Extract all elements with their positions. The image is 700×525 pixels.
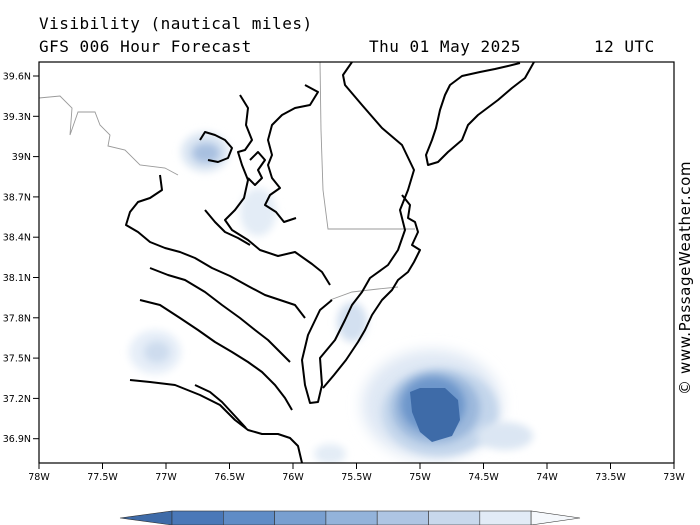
forecast-date: Thu 01 May 2025 xyxy=(369,37,521,56)
low-visibility-zone xyxy=(144,341,170,363)
lat-tick-label: 39.3N xyxy=(3,112,31,123)
colorbar-arrow-low xyxy=(119,510,173,525)
lat-tick-label: 37.5N xyxy=(3,354,31,365)
visibility-colorbar: 0.512346810 xyxy=(119,510,581,525)
colorbar-bin xyxy=(223,510,275,525)
lat-tick-label: 38.4N xyxy=(3,233,31,244)
bay-inlet-coast xyxy=(199,131,233,163)
chart-title: Visibility (nautical miles) xyxy=(39,14,313,33)
chesapeake-west-shore xyxy=(224,94,331,286)
colorbar-bin xyxy=(171,510,224,525)
low-visibility-core xyxy=(410,388,460,442)
low-visibility-zone xyxy=(192,143,220,163)
york-river-coast xyxy=(139,299,293,411)
lat-tick-label: 37.2N xyxy=(3,394,31,405)
colorbar-bin xyxy=(274,510,327,525)
forecast-time: 12 UTC xyxy=(594,37,655,56)
visibility-shading xyxy=(129,132,533,463)
lon-tick-label: 74.5W xyxy=(468,472,499,483)
low-visibility-zone xyxy=(314,444,346,463)
lat-tick-label: 39N xyxy=(12,152,31,163)
lon-tick-label: 77.5W xyxy=(87,472,118,483)
virginia-coast xyxy=(129,379,303,463)
lat-tick-label: 39.6N xyxy=(3,72,31,83)
coastlines xyxy=(125,62,535,463)
state-border xyxy=(329,286,399,301)
patuxent-river-coast xyxy=(204,209,251,246)
low-visibility-zone xyxy=(337,302,367,342)
lat-tick-label: 37.8N xyxy=(3,313,31,324)
colorbar-arrow-high xyxy=(530,510,581,525)
lon-tick-label: 76W xyxy=(282,472,304,483)
rappahannock-river-coast xyxy=(149,267,291,363)
colorbar-bin xyxy=(325,510,378,525)
new-jersey-coast xyxy=(425,62,535,166)
forecast-model: GFS 006 Hour Forecast xyxy=(39,37,252,56)
delmarva-west-shore xyxy=(301,62,415,404)
lon-tick-label: 75W xyxy=(409,472,431,483)
longitude-axis: 78W 77.5W 77W 76.5W 76W 75.5W 75W 74.5W 74W 73.5W… xyxy=(28,463,685,483)
lat-tick-label: 38.7N xyxy=(3,192,31,203)
low-visibility-zone xyxy=(477,422,533,450)
credit-watermark: © www.PassageWeather.com xyxy=(676,160,694,395)
lat-tick-label: 36.9N xyxy=(3,434,31,445)
state-border xyxy=(319,62,415,230)
lon-tick-label: 76.5W xyxy=(214,472,245,483)
state-border xyxy=(39,95,179,176)
lon-tick-label: 74W xyxy=(536,472,558,483)
colorbar-bin xyxy=(479,510,532,525)
potomac-river-coast xyxy=(125,174,306,319)
plot-frame xyxy=(38,61,675,464)
chesapeake-east-shore xyxy=(264,84,319,223)
chesapeake-island xyxy=(247,151,266,186)
james-river-coast xyxy=(194,384,247,429)
lon-tick-label: 78W xyxy=(28,472,50,483)
lon-tick-label: 73W xyxy=(663,472,685,483)
delmarva-atlantic-coast xyxy=(322,194,421,389)
lon-tick-label: 73.5W xyxy=(595,472,626,483)
lat-tick-label: 38.1N xyxy=(3,273,31,284)
lon-tick-label: 75.5W xyxy=(341,472,372,483)
latitude-axis: 39.6N 39.3N 39N 38.7N 38.4N 38.1N 37.8N 37.5N 37… xyxy=(3,72,39,445)
colorbar-bin xyxy=(376,510,429,525)
lon-tick-label: 77W xyxy=(155,472,177,483)
state-borders xyxy=(39,62,415,301)
colorbar-bin xyxy=(428,510,481,525)
